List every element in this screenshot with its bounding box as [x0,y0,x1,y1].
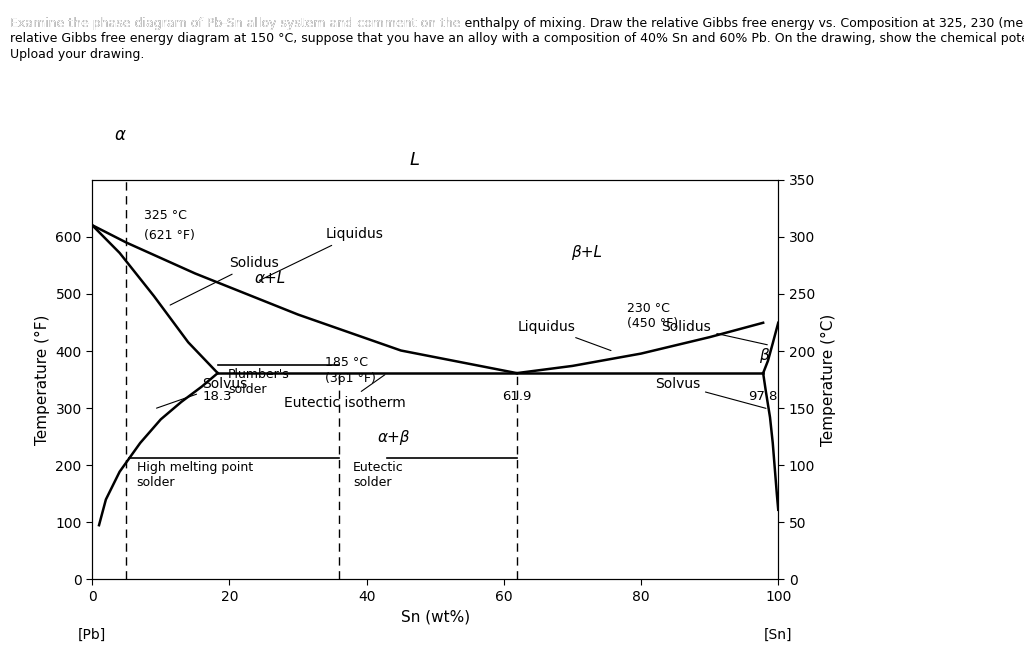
Text: Eutectic isotherm: Eutectic isotherm [285,375,406,410]
Text: Liquidus: Liquidus [259,227,383,280]
Text: 18.3: 18.3 [203,390,232,403]
Text: 97.8: 97.8 [749,390,778,403]
Text: Plumber's
solder: Plumber's solder [228,368,290,396]
Text: Liquidus: Liquidus [517,320,611,350]
Text: 61.9: 61.9 [502,390,531,403]
Text: (621 °F): (621 °F) [143,229,195,242]
Text: 325 °C: 325 °C [143,209,186,222]
Text: Eutectic
solder: Eutectic solder [353,462,403,490]
Text: α+L: α+L [255,271,286,286]
Text: β+L: β+L [570,245,602,260]
Text: Upload your drawing.: Upload your drawing. [10,48,144,61]
Text: relative Gibbs free energy diagram at 150 °C, suppose that you have an alloy wit: relative Gibbs free energy diagram at 15… [10,32,1024,45]
Text: Examine the phase diagram of Pb-Sn alloy system and comment on the: Examine the phase diagram of Pb-Sn alloy… [10,17,465,30]
Text: Solvus: Solvus [157,378,247,408]
Text: α: α [114,126,125,144]
Text: Solidus: Solidus [662,320,767,345]
Text: 230 °C: 230 °C [628,302,670,315]
Text: (450 °F): (450 °F) [628,316,679,330]
Text: [Sn]: [Sn] [764,628,793,642]
Text: Examine the phase diagram of Pb-Sn alloy system and comment on the: Examine the phase diagram of Pb-Sn alloy… [10,17,465,30]
Text: β: β [759,348,769,363]
Text: L: L [410,151,420,169]
Y-axis label: Temperature (°C): Temperature (°C) [820,314,836,446]
Text: 185 °C: 185 °C [326,356,369,368]
Text: Solvus: Solvus [654,378,766,408]
Text: [Pb]: [Pb] [78,628,106,642]
Text: Solidus: Solidus [170,256,280,305]
Y-axis label: Temperature (°F): Temperature (°F) [35,314,50,445]
Text: α+β: α+β [378,430,411,446]
Text: Examine the phase diagram of Pb-Sn alloy system and comment on the enthalpy of m: Examine the phase diagram of Pb-Sn alloy… [10,17,1024,30]
X-axis label: Sn (wt%): Sn (wt%) [400,609,470,625]
Text: (361 °F): (361 °F) [326,372,376,384]
Text: High melting point
solder: High melting point solder [137,462,253,490]
